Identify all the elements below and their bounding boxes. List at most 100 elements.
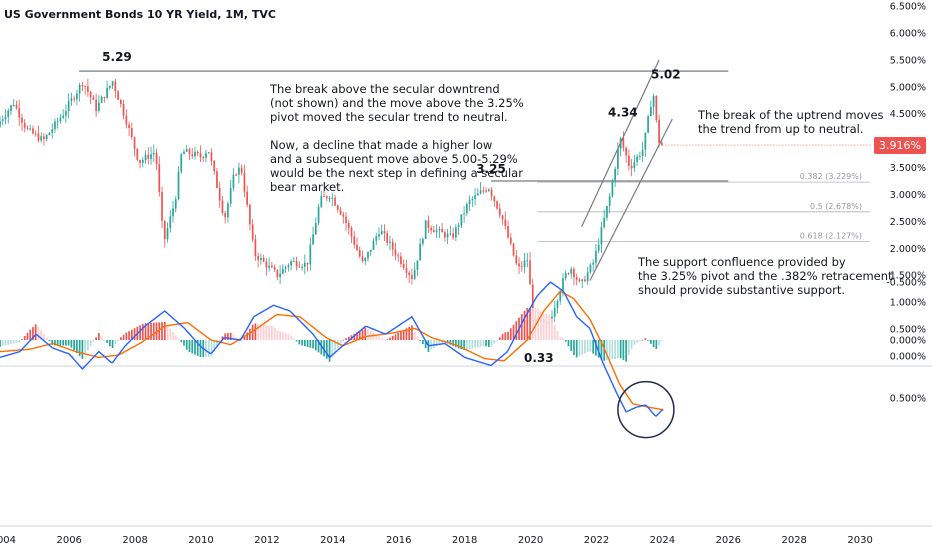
candle-body: [172, 208, 174, 217]
macd-histogram-bar: [229, 332, 232, 340]
macd-histogram-bar: [578, 340, 581, 356]
candle-body: [92, 97, 95, 100]
candle-body: [196, 151, 199, 154]
candle-body: [562, 278, 564, 293]
annotation-line: should provide substantive support.: [638, 283, 846, 297]
level-label-0.33: 0.33: [524, 351, 554, 365]
candle-body: [95, 99, 97, 111]
macd-histogram-bar: [603, 340, 606, 361]
candle-body: [317, 206, 320, 223]
macd-histogram-bar: [647, 340, 649, 341]
candle-body: [298, 266, 301, 268]
candle-body: [581, 279, 584, 282]
candle-body: [584, 279, 586, 282]
candle-body: [559, 292, 562, 302]
candle-body: [15, 104, 18, 109]
candle-body: [633, 161, 636, 169]
macd-histogram-bar: [586, 340, 589, 353]
candle-body: [205, 153, 207, 158]
macd-histogram-bar: [152, 322, 155, 340]
annotation-support-confluence: The support confluence provided by the 3…: [638, 255, 893, 297]
macd-histogram-bar: [279, 331, 281, 340]
candle-body: [103, 96, 106, 98]
macd-histogram-bar: [361, 329, 364, 340]
time-axis-tick-label: 2008: [122, 535, 147, 546]
macd-histogram-bar: [10, 340, 12, 345]
macd-histogram-bar: [177, 338, 180, 340]
candle-body: [122, 104, 125, 116]
candle-body: [397, 255, 400, 257]
candle-body: [639, 155, 641, 157]
current-price-tag: 3.916%: [874, 137, 926, 154]
candle-body: [367, 252, 369, 259]
macd-histogram-bar: [40, 330, 43, 340]
candle-body: [34, 133, 37, 135]
macd-histogram-bar: [391, 335, 394, 340]
candle-body: [515, 255, 518, 264]
candle-body: [108, 85, 111, 88]
macd-histogram-bar: [380, 337, 383, 340]
macd-histogram-bar: [501, 334, 504, 340]
candle-body: [468, 200, 471, 205]
candle-body: [438, 228, 441, 231]
candle-body: [353, 236, 356, 245]
candle-body: [320, 195, 323, 207]
macd-histogram-bar: [545, 314, 548, 340]
time-axis-tick-label: 2016: [386, 535, 411, 546]
price-axis-tick-label: 5.500%: [890, 55, 926, 66]
macd-histogram-bar: [262, 324, 265, 340]
candle-body: [402, 264, 405, 269]
candle-body: [279, 273, 281, 278]
candle-body: [422, 238, 424, 244]
macd-histogram-bar: [457, 340, 460, 349]
candle-body: [394, 249, 397, 256]
macd-histogram-bar: [367, 328, 369, 340]
candle-body: [479, 190, 482, 194]
macd-histogram-bar: [51, 340, 54, 345]
candle-body: [512, 243, 515, 256]
candle-body: [232, 174, 235, 188]
candle-body: [76, 93, 78, 100]
macd-histogram-bar: [490, 340, 493, 347]
macd-histogram-bar: [438, 340, 441, 346]
candle-body: [660, 142, 663, 146]
candle-body: [334, 197, 336, 206]
price-axis-tick-label: 3.000%: [890, 190, 926, 201]
candle-body: [45, 134, 48, 140]
candle-body: [647, 116, 649, 133]
candle-body: [268, 265, 270, 268]
candle-body: [161, 191, 163, 221]
candle-body: [380, 231, 383, 235]
macd-histogram-bar: [309, 340, 312, 348]
macd-histogram-bar: [172, 332, 174, 340]
annotation-secular-trend: The break above the secular downtrend (n…: [270, 82, 524, 194]
candle-body: [152, 152, 155, 155]
candle-body: [98, 102, 100, 111]
candle-body: [347, 223, 350, 229]
candle-body: [628, 155, 630, 166]
macd-histogram-bar: [413, 331, 416, 340]
macd-histogram-bar: [655, 340, 658, 349]
time-axis-tick-label: 2014: [320, 535, 345, 546]
candle-body: [457, 225, 460, 228]
macd-histogram-bar: [119, 337, 122, 340]
candle-body: [444, 232, 446, 238]
candle-body: [150, 154, 152, 159]
candle-body: [312, 234, 314, 245]
candle-body: [260, 258, 262, 261]
macd-histogram-bar: [122, 334, 125, 340]
candle-body: [155, 152, 158, 165]
macd-histogram-bar: [246, 332, 249, 340]
candle-body: [210, 152, 213, 161]
candle-body: [240, 167, 243, 173]
candle-body: [136, 148, 139, 160]
macd-histogram-bar: [254, 323, 257, 340]
macd-histogram-bar: [37, 326, 40, 340]
level-label-3.25: 3.25: [476, 162, 506, 176]
macd-histogram-bar: [529, 307, 531, 340]
macd-histogram-bar: [606, 340, 608, 361]
macd-histogram-bar: [400, 331, 402, 340]
macd-histogram-bar: [660, 340, 663, 341]
annotation-line: and a subsequent move above 5.00-5.29%: [270, 152, 518, 166]
